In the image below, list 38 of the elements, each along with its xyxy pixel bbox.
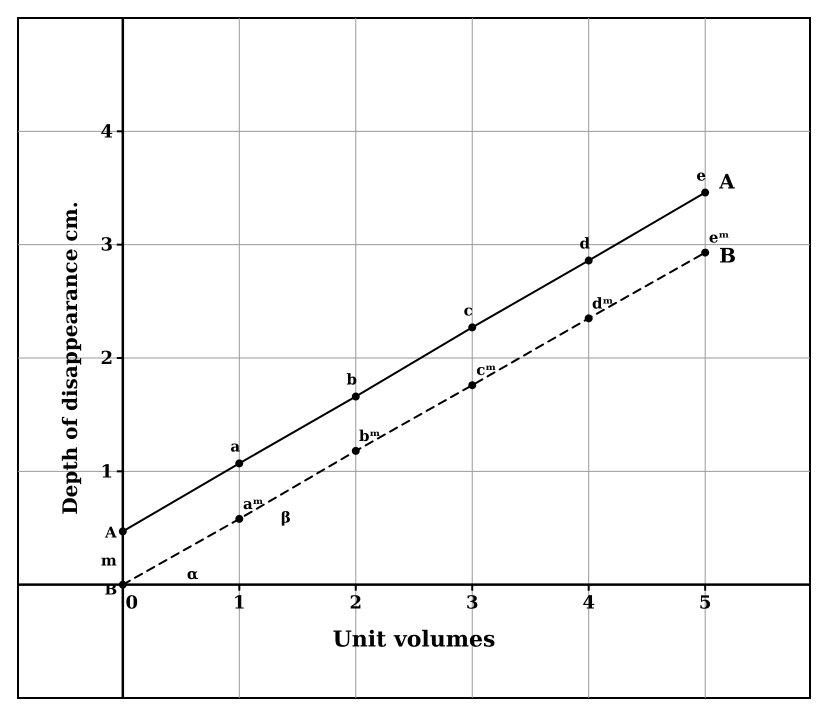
x-tick-label: 3 xyxy=(466,592,478,614)
annotation: cᵐ xyxy=(476,361,496,380)
x-tick-label: 5 xyxy=(698,592,712,614)
annotation: α xyxy=(186,565,199,583)
annotation: b xyxy=(346,370,358,389)
annotation: β xyxy=(280,508,291,526)
x-tick-label: 4 xyxy=(582,592,595,614)
point xyxy=(118,580,127,589)
annotation: d xyxy=(579,234,590,253)
point xyxy=(235,459,244,468)
series-label: A xyxy=(718,170,736,194)
annotation: m xyxy=(100,551,117,570)
point xyxy=(584,256,593,265)
point xyxy=(235,514,244,523)
point xyxy=(118,527,127,536)
point xyxy=(701,248,710,257)
point xyxy=(352,446,360,455)
x-axis-title: Unit volumes xyxy=(332,626,496,653)
annotation: a xyxy=(230,437,240,456)
annotation: aᵐ xyxy=(242,494,264,513)
annotation: bᵐ xyxy=(359,426,381,445)
point xyxy=(584,314,593,322)
annotation: A xyxy=(104,523,118,542)
point xyxy=(352,392,360,401)
y-tick-label: 4 xyxy=(100,121,114,142)
point xyxy=(468,323,476,332)
y-tick-label: 1 xyxy=(100,461,114,482)
y-axis-title: Depth of disappearance cm. xyxy=(58,201,82,515)
y-tick-label: 3 xyxy=(100,234,114,256)
point xyxy=(468,381,476,390)
annotation: c xyxy=(464,301,473,320)
x-tick-label: 2 xyxy=(350,592,362,614)
y-tick-label: 2 xyxy=(100,348,114,369)
annotation: dᵐ xyxy=(592,294,614,312)
x-tick-label: 0 xyxy=(126,592,138,614)
point xyxy=(701,188,710,197)
x-tick-label: 1 xyxy=(233,592,246,614)
annotation: e xyxy=(696,166,706,185)
